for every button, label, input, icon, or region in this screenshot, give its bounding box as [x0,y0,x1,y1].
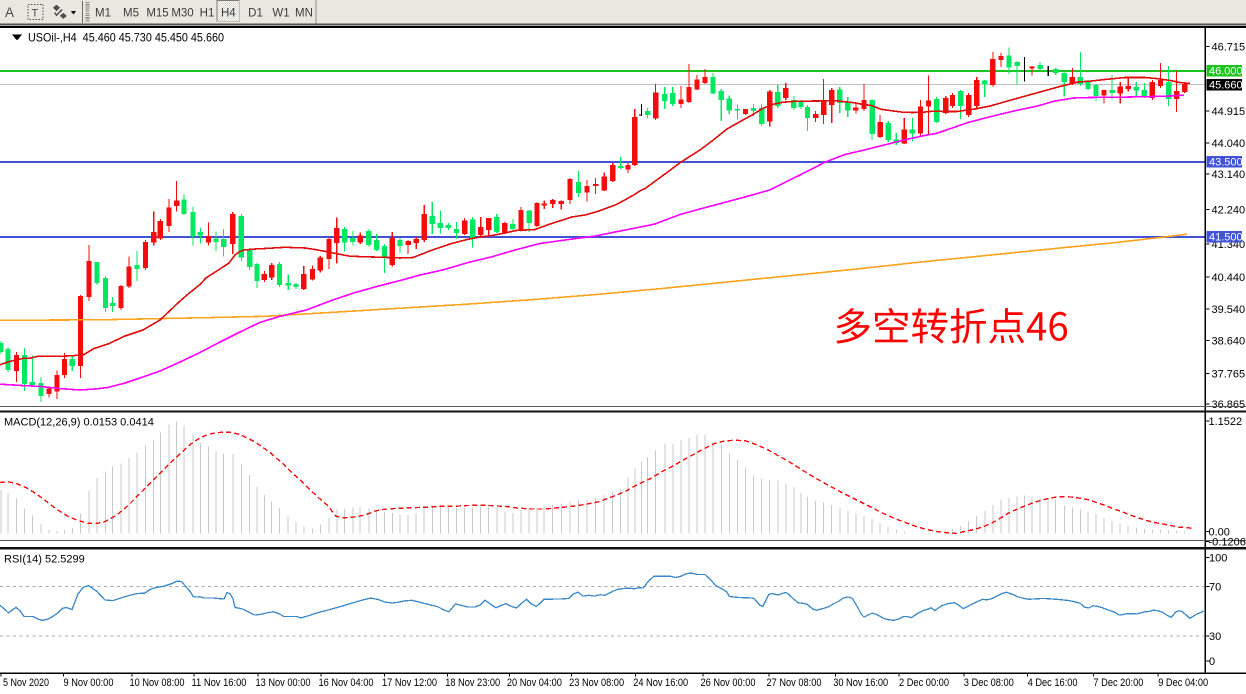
svg-text:46.000: 46.000 [1209,66,1243,78]
svg-text:T: T [32,8,39,20]
svg-text:M15: M15 [146,8,168,20]
svg-text:3 Dec 08:00: 3 Dec 08:00 [964,677,1014,689]
svg-text:42.240: 42.240 [1212,205,1246,217]
svg-text:16 Nov 04:00: 16 Nov 04:00 [319,677,374,689]
svg-text:D1: D1 [248,8,263,20]
svg-text:17 Nov 12:00: 17 Nov 12:00 [382,677,437,689]
svg-text:4 Dec 16:00: 4 Dec 16:00 [1028,677,1078,689]
svg-text:9 Nov 00:00: 9 Nov 00:00 [64,677,114,689]
svg-text:1.1522: 1.1522 [1209,416,1243,428]
svg-text:70: 70 [1209,582,1221,594]
svg-text:MN: MN [295,8,313,20]
svg-text:5 Nov 2020: 5 Nov 2020 [3,677,49,689]
svg-text:7 Dec 20:00: 7 Dec 20:00 [1093,677,1143,689]
svg-text:2 Dec 00:00: 2 Dec 00:00 [899,677,949,689]
svg-text:M30: M30 [171,8,193,20]
svg-text:20 Nov 04:00: 20 Nov 04:00 [507,677,562,689]
svg-text:100: 100 [1209,553,1227,565]
svg-text:13 Nov 00:00: 13 Nov 00:00 [256,677,311,689]
svg-text:H1: H1 [200,8,215,20]
svg-text:39.540: 39.540 [1212,304,1246,316]
svg-text:10 Nov 08:00: 10 Nov 08:00 [130,677,185,689]
svg-text:46.715: 46.715 [1212,42,1246,54]
svg-text:26 Nov 00:00: 26 Nov 00:00 [701,677,756,689]
svg-text:MACD(12,26,9) 0.0153 0.0414: MACD(12,26,9) 0.0153 0.0414 [4,417,154,429]
svg-text:43.500: 43.500 [1209,157,1243,169]
svg-text:44.040: 44.040 [1212,138,1246,150]
svg-text:W1: W1 [272,8,289,20]
svg-text:RSI(14) 52.5299: RSI(14) 52.5299 [4,554,85,566]
svg-text:0: 0 [1209,656,1215,668]
svg-text:45.660: 45.660 [1209,80,1243,92]
svg-text:44.915: 44.915 [1212,106,1246,118]
svg-text:24 Nov 16:00: 24 Nov 16:00 [633,677,688,689]
svg-text:40.440: 40.440 [1212,272,1246,284]
svg-text:43.140: 43.140 [1212,169,1246,181]
svg-text:37.765: 37.765 [1212,368,1246,380]
svg-text:41.500: 41.500 [1209,232,1243,244]
svg-text:38.640: 38.640 [1212,336,1246,348]
svg-text:23 Nov 08:00: 23 Nov 08:00 [569,677,624,689]
svg-text:A: A [5,5,14,20]
svg-text:0.00: 0.00 [1209,527,1230,539]
svg-text:27 Nov 08:00: 27 Nov 08:00 [767,677,822,689]
svg-text:18 Nov 23:00: 18 Nov 23:00 [445,677,500,689]
svg-text:9 Dec 04:00: 9 Dec 04:00 [1158,677,1208,689]
svg-text:30 Nov 16:00: 30 Nov 16:00 [833,677,888,689]
svg-text:11 Nov 16:00: 11 Nov 16:00 [192,677,247,689]
svg-text:USOil-,H4 45.460 45.730 45.45: USOil-,H4 45.460 45.730 45.450 45.660 [28,31,224,45]
svg-text:30: 30 [1209,631,1221,643]
svg-text:36.865: 36.865 [1212,399,1246,411]
svg-text:H4: H4 [221,8,236,20]
svg-text:-0.1206: -0.1206 [1209,537,1246,549]
svg-text:M5: M5 [123,8,139,20]
svg-text:M1: M1 [95,8,111,20]
